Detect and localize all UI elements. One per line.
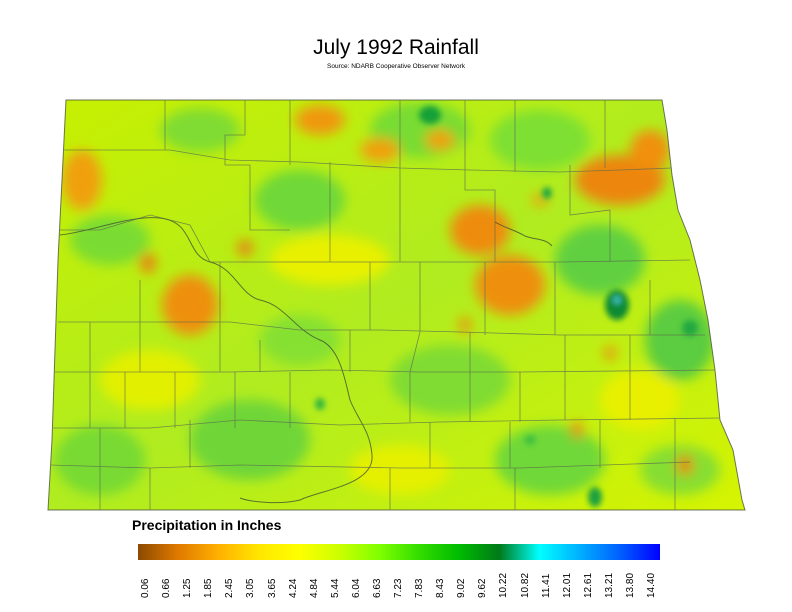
legend-colorbar [138,544,660,560]
legend-tick-label: 13.21 [603,572,615,598]
state-shape [48,100,745,510]
legend-tick-label: 12.01 [561,572,573,598]
legend-tick-label: 6.04 [350,578,362,598]
legend-tick-label: 0.06 [140,578,151,598]
legend-tick-label: 2.45 [224,578,236,598]
legend-tick-label: 5.44 [329,578,341,598]
county-boundaries [47,99,746,511]
legend-tick-label: 7.23 [393,578,404,598]
legend-tick-label: 6.63 [371,578,383,598]
legend-tick-label: 1.85 [203,578,215,598]
legend-tick-label: 4.84 [308,578,320,598]
legend-tick-label: 14.40 [646,572,657,598]
legend-tick-label: 10.22 [498,572,510,598]
legend-tick-label: 1.25 [182,578,194,598]
map-subtitle: Source: NDARB Cooperative Observer Netwo… [327,63,465,70]
legend-tick-label: 12.61 [582,572,594,598]
map-title: July 1992 Rainfall [313,36,479,59]
legend-tick-label: 8.43 [435,578,447,598]
legend-tick-label: 11.41 [540,573,552,598]
legend-tick-label: 3.05 [245,578,257,598]
legend-tick-label: 9.02 [456,578,468,598]
legend-tick-label: 0.66 [161,578,173,598]
legend-title: Precipitation in Inches [132,517,282,533]
legend-tick-label: 3.65 [266,578,278,598]
legend-tick-label: 7.83 [414,578,426,598]
legend-tick-label: 10.82 [519,572,531,598]
legend-tick-label: 9.62 [477,578,489,598]
legend-tick-label: 13.80 [624,572,636,598]
legend-tick-label: 4.24 [287,578,299,598]
